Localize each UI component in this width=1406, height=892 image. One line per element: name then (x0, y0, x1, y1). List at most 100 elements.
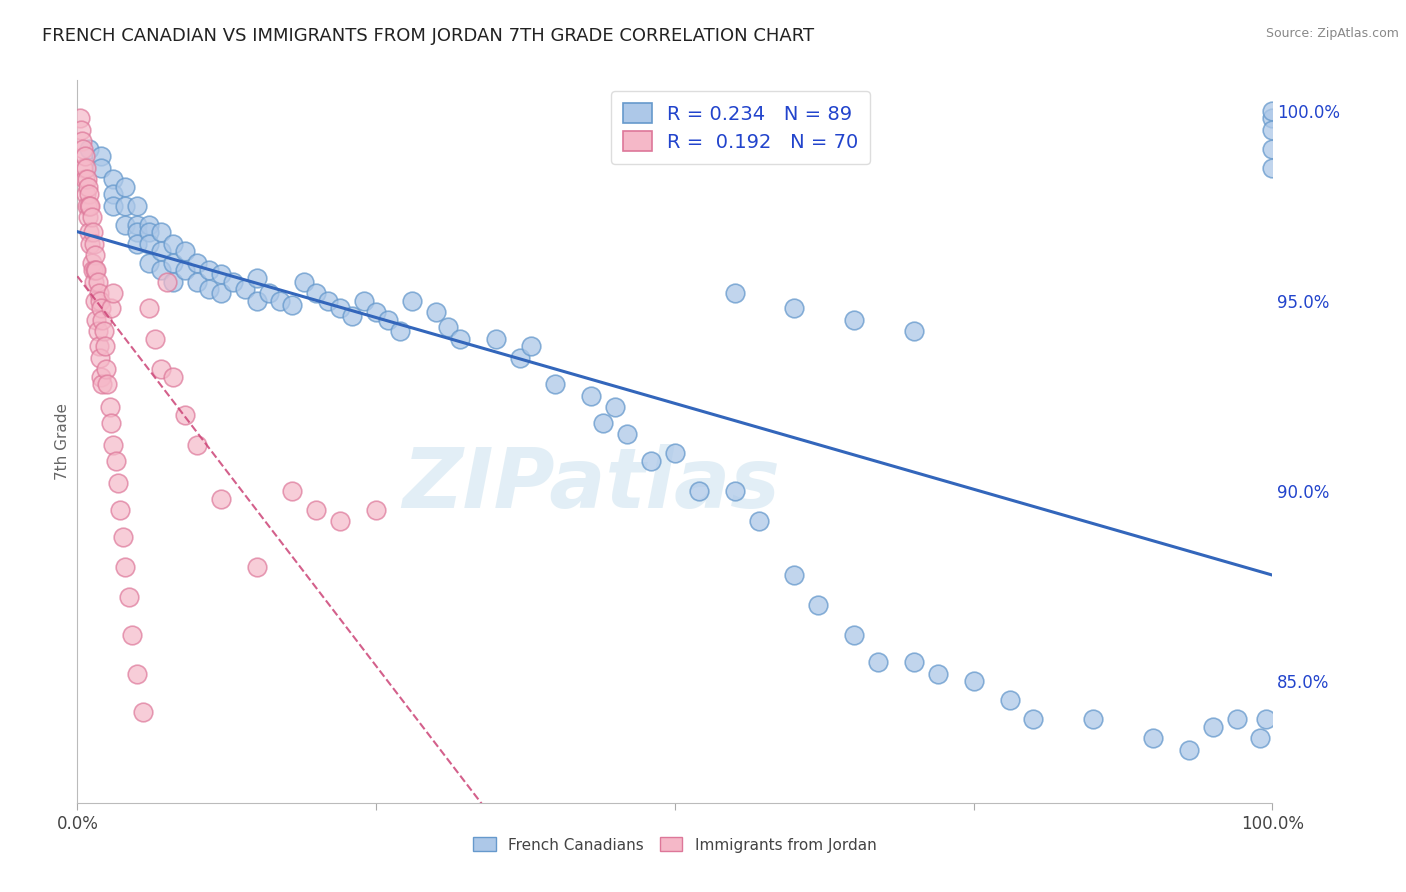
Point (903, 655, 925, 669)
Point (90, 161, 112, 175)
Point (520, 339, 543, 353)
Point (305, 503, 328, 517)
Point (186, 256, 208, 270)
Point (107, 476, 129, 491)
Point (998, 693, 1021, 707)
Point (162, 370, 184, 384)
Point (79, 187, 101, 202)
Point (581, 389, 603, 403)
Point (83, 236, 105, 251)
Point (84, 293, 107, 308)
Point (79, 142, 101, 156)
Point (724, 483, 747, 498)
Point (79, 199, 101, 213)
Point (114, 179, 136, 194)
Point (366, 503, 388, 517)
Point (110, 503, 132, 517)
Point (664, 446, 686, 460)
Point (197, 282, 219, 296)
Point (1261, 122, 1284, 136)
Point (138, 256, 160, 270)
Point (103, 286, 124, 301)
Point (83, 275, 105, 289)
Point (329, 301, 352, 316)
Point (318, 293, 340, 308)
Text: FRENCH CANADIAN VS IMMIGRANTS FROM JORDAN 7TH GRADE CORRELATION CHART: FRENCH CANADIAN VS IMMIGRANTS FROM JORDA… (42, 27, 814, 45)
Point (79, 236, 101, 251)
Point (1261, 161, 1284, 175)
Point (197, 263, 219, 277)
Point (174, 408, 197, 422)
Point (77, 179, 100, 194)
Point (86, 263, 108, 277)
Point (257, 286, 280, 301)
Point (425, 305, 447, 319)
Point (94, 339, 117, 353)
Point (138, 236, 160, 251)
Point (121, 628, 143, 642)
Point (77, 210, 100, 224)
Point (270, 293, 292, 308)
Point (174, 263, 197, 277)
Point (90, 149, 112, 163)
Point (305, 286, 328, 301)
Point (143, 332, 166, 346)
Point (82, 263, 104, 277)
Point (75, 187, 97, 202)
Point (127, 218, 149, 232)
Point (70, 122, 93, 136)
Point (209, 286, 232, 301)
Point (844, 313, 866, 327)
Point (844, 628, 866, 642)
Point (150, 244, 173, 259)
Point (90, 370, 112, 384)
Point (132, 705, 155, 719)
Point (186, 275, 208, 289)
Point (89, 351, 111, 365)
Point (783, 567, 806, 582)
Point (103, 187, 124, 202)
Point (89, 293, 111, 308)
Point (246, 293, 269, 308)
Point (484, 332, 508, 346)
Point (401, 293, 423, 308)
Point (72, 161, 94, 175)
Point (868, 655, 890, 669)
Point (118, 591, 141, 605)
Point (366, 305, 388, 319)
Point (127, 666, 149, 681)
Point (592, 416, 614, 430)
Point (111, 530, 134, 544)
Point (84, 248, 107, 262)
Text: ZIPatlas: ZIPatlas (402, 444, 780, 525)
Point (103, 172, 124, 186)
Point (437, 320, 460, 334)
Point (90, 301, 112, 316)
Point (233, 282, 256, 296)
Point (1142, 731, 1164, 746)
Point (91, 313, 114, 327)
Y-axis label: 7th Grade: 7th Grade (55, 403, 70, 480)
Point (353, 293, 375, 308)
Point (84, 263, 107, 277)
Point (150, 263, 173, 277)
Point (807, 598, 830, 612)
Legend: R = 0.234   N = 89, R =  0.192   N = 70: R = 0.234 N = 89, R = 0.192 N = 70 (612, 92, 870, 163)
Point (1178, 742, 1201, 756)
Point (903, 324, 925, 338)
Point (246, 560, 269, 574)
Point (86, 275, 108, 289)
Point (748, 515, 770, 529)
Point (73, 149, 96, 163)
Point (114, 218, 136, 232)
Point (86, 313, 108, 327)
Point (186, 438, 208, 452)
Point (724, 286, 747, 301)
Point (1083, 712, 1105, 726)
Point (114, 560, 136, 574)
Point (91, 377, 114, 392)
Point (156, 275, 179, 289)
Point (127, 226, 149, 240)
Point (96, 377, 118, 392)
Point (76, 172, 98, 186)
